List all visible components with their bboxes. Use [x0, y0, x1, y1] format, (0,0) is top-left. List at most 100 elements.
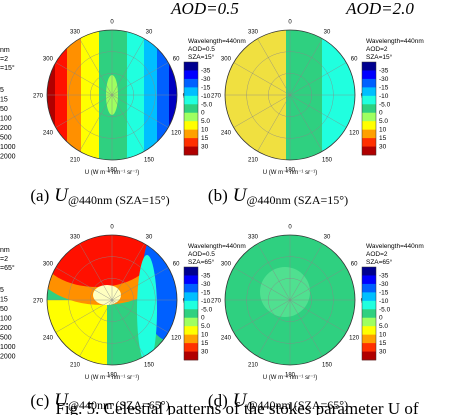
colorbar-swatch	[184, 317, 198, 327]
colorbar-label: -10	[201, 93, 211, 100]
angle-label: 150	[322, 158, 333, 164]
legend-text: SZA=15°	[366, 53, 393, 61]
colorbar-swatch	[184, 300, 198, 310]
grid-spoke	[233, 267, 291, 301]
angle-label: 30	[146, 29, 153, 35]
grid-spoke	[111, 299, 145, 357]
caption-note: (SZA=65°)	[294, 398, 348, 412]
angle-label: 180	[107, 168, 118, 174]
colorbar-swatch	[362, 146, 376, 156]
colorbar-label: -5.0	[201, 101, 213, 108]
angle-label: 330	[70, 234, 81, 240]
colorbar-label: 30	[201, 349, 209, 356]
colorbar-label: 0	[201, 110, 205, 117]
aod-title: AOD=2.0	[345, 0, 414, 18]
grid-spoke	[79, 299, 113, 357]
cut-label: 15	[0, 97, 8, 104]
grid-spoke	[233, 94, 291, 128]
caption-symbol: U	[54, 390, 69, 411]
colorbar-border	[361, 61, 377, 156]
colorbar-swatch	[184, 292, 198, 302]
cut-label: 500	[0, 135, 12, 142]
colorbar-label: -10	[379, 93, 389, 100]
angle-label: 30	[324, 29, 331, 35]
colorbar-label: -30	[379, 76, 389, 83]
colorbar-border	[183, 266, 199, 361]
grid-spoke	[289, 299, 347, 333]
cut-label: 500	[0, 335, 12, 342]
angle-label: 0	[288, 20, 292, 26]
caption-note: (SZA=65°)	[115, 398, 169, 412]
angle-label: 60	[351, 57, 358, 63]
colorbar-swatch	[362, 317, 376, 327]
colorbar-label: -15	[379, 289, 389, 296]
grid-spoke	[79, 243, 113, 301]
cut-label: 2000	[0, 354, 16, 361]
legend-text: AOD=0.5	[188, 251, 215, 258]
colorbar-swatch	[362, 104, 376, 114]
colorbar-label: -10	[201, 298, 211, 305]
grid-spoke	[55, 299, 113, 333]
angle-label: 210	[70, 158, 81, 164]
colorbar-label: 10	[201, 127, 209, 134]
angle-label: 210	[70, 363, 81, 369]
caption-label: (a)	[30, 186, 49, 205]
colorbar-label: -30	[201, 281, 211, 288]
grid-spoke	[257, 94, 291, 152]
panel-caption: (a) U@440nm (SZA=15°)	[30, 185, 169, 207]
grid-spoke	[79, 38, 113, 96]
angle-label: 330	[248, 234, 259, 240]
angle-label: 180	[107, 373, 118, 379]
colorbar-label: 10	[379, 332, 387, 339]
colorbar-label: 10	[201, 332, 209, 339]
colorbar-label: 30	[201, 144, 209, 151]
colorbar-swatch	[184, 343, 198, 352]
colorbar-swatch	[362, 87, 376, 97]
colorbar-label: 5.0	[201, 323, 210, 330]
grid-spoke	[289, 243, 323, 301]
colorbar-swatch	[184, 78, 198, 88]
cut-label: =15°	[0, 64, 15, 72]
angle-label: 240	[221, 131, 232, 137]
grid-spoke	[257, 243, 291, 301]
angle-label: 30	[324, 234, 331, 240]
contour-band	[47, 235, 152, 287]
angle-label: 270	[211, 299, 222, 305]
angle-label: 270	[33, 94, 44, 100]
angle-label: 210	[248, 363, 259, 369]
grid-spoke	[111, 299, 169, 333]
caption-label: (d)	[208, 391, 228, 410]
panel-caption: (c) U@440nm (SZA=65°)	[30, 390, 169, 412]
colorbar-swatch	[362, 138, 376, 147]
colorbar-label: 5.0	[201, 118, 210, 125]
legend-text: SZA=65°	[366, 258, 393, 266]
grid-spoke	[55, 267, 113, 301]
caption-symbol: U	[233, 185, 248, 206]
colorbar-swatch	[362, 351, 376, 361]
colorbar-swatch	[184, 138, 198, 147]
plot-border	[46, 29, 178, 161]
caption-sub: @440nm	[68, 398, 113, 412]
grid-spoke	[257, 299, 291, 357]
angle-label: 180	[285, 373, 296, 379]
colorbar-swatch	[362, 275, 376, 285]
angle-label: 300	[221, 57, 232, 63]
unit-label: U (W m⁻² nm⁻¹ sr⁻¹)	[85, 375, 140, 381]
cut-label: 15	[0, 297, 8, 304]
legend-text: Wavelength=440nm	[188, 38, 246, 45]
colorbar-swatch	[362, 309, 376, 319]
angle-label: 150	[144, 363, 155, 369]
caption-note: (SZA=15°)	[115, 193, 169, 207]
angle-label: 300	[43, 262, 54, 268]
angle-label: 210	[248, 158, 259, 164]
colorbar-swatch	[362, 62, 376, 71]
caption-note: (SZA=15°)	[294, 193, 348, 207]
grid-spoke	[111, 38, 145, 96]
angle-label: 150	[322, 363, 333, 369]
grid-spoke	[111, 62, 169, 96]
cut-label: =2	[0, 56, 8, 63]
colorbar-border	[183, 61, 199, 156]
cut-label: 100	[0, 116, 12, 123]
caption-symbol: U	[233, 390, 248, 411]
cut-label: =65°	[0, 264, 15, 272]
